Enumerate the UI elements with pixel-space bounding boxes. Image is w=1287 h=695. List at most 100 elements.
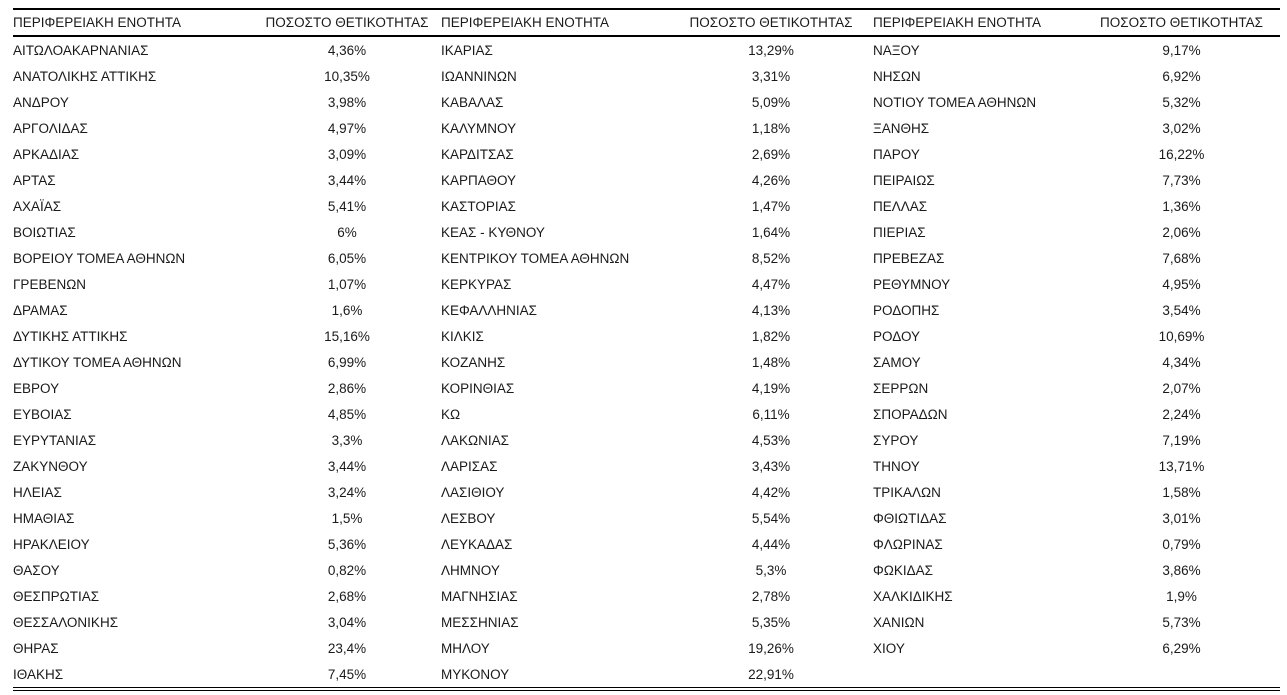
region-cell: ΝΑΞΟΥ (873, 42, 920, 58)
positivity-value-cell: 6,92% (1162, 68, 1201, 84)
positivity-value-cell: 1,36% (1162, 198, 1201, 214)
region-cell: ΗΛΕΙΑΣ (13, 484, 62, 500)
region-cell: ΛΗΜΝΟΥ (441, 562, 500, 578)
positivity-value-cell: 6% (337, 224, 357, 240)
positivity-value-cell: 5,54% (751, 510, 791, 526)
positivity-value-cell: 9,17% (1162, 42, 1201, 58)
positivity-value-cell: 2,86% (327, 380, 367, 396)
positivity-value-cell: 3,04% (327, 614, 367, 630)
region-cell: ΖΑΚΥΝΘΟΥ (13, 458, 88, 474)
region-cell: ΣΠΟΡΑΔΩΝ (873, 406, 948, 422)
positivity-value-cell: 3,09% (327, 146, 367, 162)
table-row: ΕΥΒΟΙΑΣ 4,85% ΚΩ 6,11% ΣΠΟΡΑΔΩΝ 2,24% (13, 401, 1280, 427)
positivity-value-cell: 3,3% (331, 432, 363, 448)
region-cell: ΓΡΕΒΕΝΩΝ (13, 276, 87, 292)
region-cell: ΔΥΤΙΚΟΥ ΤΟΜΕΑ ΑΘΗΝΩΝ (13, 354, 182, 370)
region-cell: ΗΜΑΘΙΑΣ (13, 510, 75, 526)
positivity-value-cell: 7,68% (1162, 250, 1201, 266)
region-cell: ΕΥΒΟΙΑΣ (13, 406, 72, 422)
region-cell: ΕΒΡΟΥ (13, 380, 60, 396)
region-cell: ΑΡΚΑΔΙΑΣ (13, 146, 80, 162)
region-cell: ΠΕΛΛΑΣ (873, 198, 928, 214)
table-row: ΘΕΣΣΑΛΟΝΙΚΗΣ 3,04% ΜΕΣΣΗΝΙΑΣ 5,35% ΧΑΝΙΩΝ 5,7… (13, 609, 1280, 635)
positivity-value-cell: 4,34% (1162, 354, 1201, 370)
table-row: ΖΑΚΥΝΘΟΥ 3,44% ΛΑΡΙΣΑΣ 3,43% ΤΗΝΟΥ 13,71% (13, 453, 1280, 479)
header-positivity-3: ΠΟΣΟΣΤΟ ΘΕΤΙΚΟΤΗΤΑΣ (1083, 9, 1280, 37)
region-cell: ΚΑΛΥΜΝΟΥ (441, 120, 517, 136)
region-cell: ΦΛΩΡΙΝΑΣ (873, 536, 943, 552)
positivity-value-cell: 4,85% (327, 406, 367, 422)
positivity-value-cell: 1,82% (751, 328, 791, 344)
positivity-value-cell: 0,82% (327, 562, 367, 578)
region-cell: ΛΑΚΩΝΙΑΣ (441, 432, 509, 448)
region-cell: ΑΝΔΡΟΥ (13, 94, 69, 110)
region-cell: ΚΑΣΤΟΡΙΑΣ (441, 198, 516, 214)
region-cell: ΡΟΔΟΥ (873, 328, 921, 344)
positivity-value-cell: 7,19% (1162, 432, 1201, 448)
region-cell: ΡΟΔΟΠΗΣ (873, 302, 940, 318)
region-cell: ΚΑΡΠΑΘΟΥ (441, 172, 517, 188)
region-cell: ΠΑΡΟΥ (873, 146, 920, 162)
table-row: ΒΟΙΩΤΙΑΣ 6% ΚΕΑΣ - ΚΥΘΝΟΥ 1,64% ΠΙΕΡΙΑΣ 2,06% (13, 219, 1280, 245)
region-cell: ΔΡΑΜΑΣ (13, 302, 68, 318)
region-cell: ΗΡΑΚΛΕΙΟΥ (13, 536, 90, 552)
region-cell: ΕΥΡΥΤΑΝΙΑΣ (13, 432, 97, 448)
region-cell: ΚΟΖΑΝΗΣ (441, 354, 506, 370)
positivity-value-cell: 3,54% (1162, 302, 1201, 318)
positivity-value-cell: 1,6% (331, 302, 363, 318)
table-header: ΠΕΡΙΦΕΡΕΙΑΚΗ ΕΝΟΤΗΤΑ ΠΟΣΟΣΤΟ ΘΕΤΙΚΟΤΗΤΑΣ… (13, 9, 1280, 37)
positivity-value-cell: 2,68% (327, 588, 367, 604)
region-cell: ΡΕΘΥΜΝΟΥ (873, 276, 951, 292)
table-row: ΑΡΚΑΔΙΑΣ 3,09% ΚΑΡΔΙΤΣΑΣ 2,69% ΠΑΡΟΥ 16,22% (13, 141, 1280, 167)
region-cell: ΜΗΛΟΥ (441, 640, 490, 656)
positivity-value-cell: 7,45% (253, 661, 441, 691)
positivity-value-cell: 10,35% (324, 68, 370, 84)
region-cell: ΚΕΦΑΛΛΗΝΙΑΣ (441, 302, 538, 318)
positivity-value-cell: 3,31% (751, 68, 791, 84)
header-positivity-1: ΠΟΣΟΣΤΟ ΘΕΤΙΚΟΤΗΤΑΣ (253, 9, 441, 37)
region-cell: ΦΩΚΙΔΑΣ (873, 562, 933, 578)
positivity-value-cell: 13,71% (1158, 458, 1205, 474)
table-row: ΔΡΑΜΑΣ 1,6% ΚΕΦΑΛΛΗΝΙΑΣ 4,13% ΡΟΔΟΠΗΣ 3,54% (13, 297, 1280, 323)
region-cell: ΛΕΥΚΑΔΑΣ (441, 536, 513, 552)
region-cell: ΘΑΣΟΥ (13, 562, 60, 578)
positivity-value-cell: 15,16% (324, 328, 370, 344)
region-cell: ΜΑΓΝΗΣΙΑΣ (441, 588, 518, 604)
region-cell: ΛΑΣΙΘΙΟΥ (441, 484, 505, 500)
positivity-value-cell: 2,78% (751, 588, 791, 604)
table-row: ΒΟΡΕΙΟΥ ΤΟΜΕΑ ΑΘΗΝΩΝ 6,05% ΚΕΝΤΡΙΚΟΥ ΤΟΜΕΑ… (13, 245, 1280, 271)
table-row: ΓΡΕΒΕΝΩΝ 1,07% ΚΕΡΚΥΡΑΣ 4,47% ΡΕΘΥΜΝΟΥ 4,95% (13, 271, 1280, 297)
table-row: ΔΥΤΙΚΟΥ ΤΟΜΕΑ ΑΘΗΝΩΝ 6,99% ΚΟΖΑΝΗΣ 1,48% ΣΑΜ… (13, 349, 1280, 375)
table-row: ΑΡΤΑΣ 3,44% ΚΑΡΠΑΘΟΥ 4,26% ΠΕΙΡΑΙΩΣ 7,73% (13, 167, 1280, 193)
table-row: ΑΧΑΪΑΣ 5,41% ΚΑΣΤΟΡΙΑΣ 1,47% ΠΕΛΛΑΣ 1,36% (13, 193, 1280, 219)
region-cell: ΤΗΝΟΥ (873, 458, 920, 474)
region-cell: ΑΡΤΑΣ (13, 172, 56, 188)
positivity-value-cell: 6,29% (1162, 640, 1201, 656)
positivity-value-cell: 0,79% (1162, 536, 1201, 552)
positivity-value-cell: 3,02% (1162, 120, 1201, 136)
positivity-value-cell: 4,36% (327, 42, 367, 58)
region-cell: ΚΑΡΔΙΤΣΑΣ (441, 146, 514, 162)
positivity-value-cell: 4,53% (751, 432, 791, 448)
region-cell: ΝΟΤΙΟΥ ΤΟΜΕΑ ΑΘΗΝΩΝ (873, 94, 1037, 110)
region-cell: ΚΙΛΚΙΣ (441, 328, 484, 344)
region-cell: ΦΘΙΩΤΙΔΑΣ (873, 510, 947, 526)
positivity-value-cell: 7,73% (1162, 172, 1201, 188)
header-positivity-2: ΠΟΣΟΣΤΟ ΘΕΤΙΚΟΤΗΤΑΣ (669, 9, 873, 37)
positivity-value-cell: 3,98% (327, 94, 367, 110)
positivity-value-cell: 2,24% (1162, 406, 1201, 422)
region-cell: ΧΑΝΙΩΝ (873, 614, 925, 630)
positivity-value-cell: 1,47% (751, 198, 791, 214)
region-cell: ΛΑΡΙΣΑΣ (441, 458, 498, 474)
table-row: ΘΑΣΟΥ 0,82% ΛΗΜΝΟΥ 5,3% ΦΩΚΙΔΑΣ 3,86% (13, 557, 1280, 583)
positivity-value-cell: 22,91% (669, 661, 873, 691)
region-cell: ΣΑΜΟΥ (873, 354, 921, 370)
positivity-value-cell: 4,95% (1162, 276, 1201, 292)
region-cell: ΜΕΣΣΗΝΙΑΣ (441, 614, 519, 630)
table-row: ΘΕΣΠΡΩΤΙΑΣ 2,68% ΜΑΓΝΗΣΙΑΣ 2,78% ΧΑΛΚΙΔΙΚΗΣ 1… (13, 583, 1280, 609)
header-region-1: ΠΕΡΙΦΕΡΕΙΑΚΗ ΕΝΟΤΗΤΑ (13, 9, 253, 37)
positivity-value-cell: 4,13% (751, 302, 791, 318)
positivity-value-cell: 4,97% (327, 120, 367, 136)
positivity-value-cell: 16,22% (1158, 146, 1205, 162)
region-cell: ΚΩ (441, 406, 461, 422)
